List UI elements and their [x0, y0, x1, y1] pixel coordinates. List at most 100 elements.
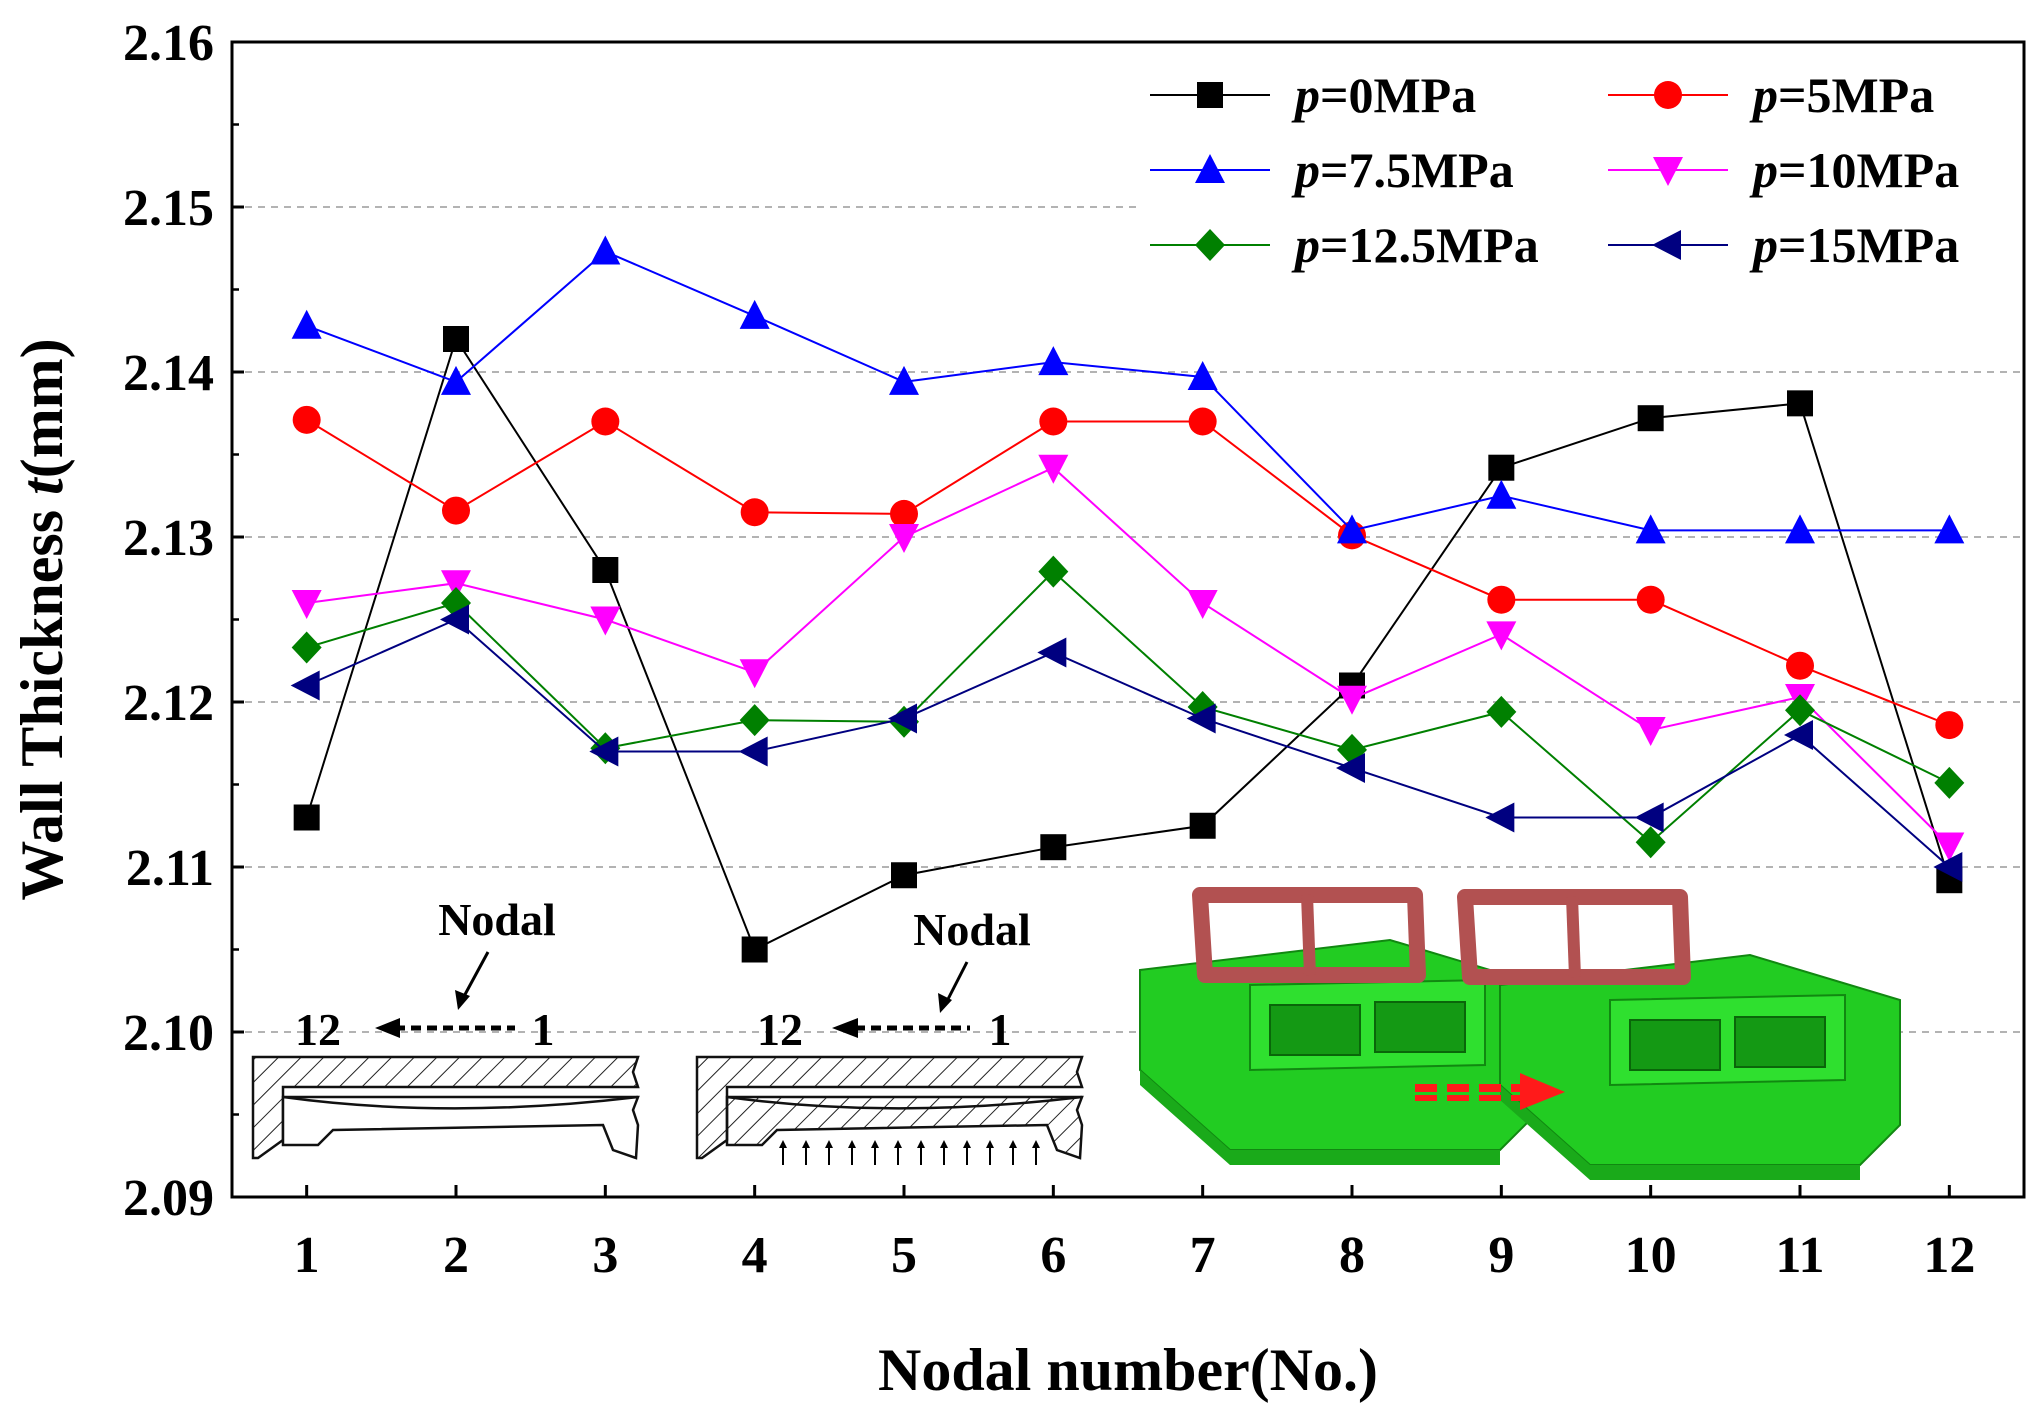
- series-5-point-8: [1336, 753, 1365, 783]
- pressure-arrowhead-7: [940, 1140, 948, 1148]
- frame-outer: [1192, 887, 1426, 983]
- legend-item-0: p=0MPa: [1150, 67, 1476, 123]
- series-1-line: [306, 418, 1950, 727]
- series-2-point-12: [1934, 514, 1965, 544]
- series-2: [291, 235, 1965, 544]
- block-cavity-right: [1374, 1001, 1466, 1053]
- inset-right-label-12: 12: [757, 1004, 803, 1055]
- y-tick-label-6: 2.15: [123, 180, 214, 237]
- frame-divider: [1566, 896, 1581, 978]
- legend-label-rest-5: =15MPa: [1778, 217, 1959, 273]
- series-3-point-12: [1934, 832, 1965, 862]
- series-4-point-9: [1486, 695, 1517, 728]
- legend-label-2: p=7.5MPa: [1291, 142, 1514, 198]
- pressure-arrowhead-0: [779, 1140, 787, 1148]
- inset-left-pointer: [460, 951, 490, 1001]
- series-4-point-10: [1635, 826, 1666, 859]
- series-3-point-2: [441, 570, 471, 600]
- block-cavity-left: [1629, 1019, 1721, 1071]
- series-5: [290, 604, 1963, 882]
- pressure-arrowhead-2: [825, 1140, 833, 1148]
- series-0: [293, 326, 1963, 963]
- legend-swatch-marker-4: [1195, 229, 1225, 261]
- section-bottom-plate: [725, 1095, 1084, 1160]
- series-layer: [290, 235, 1965, 963]
- legend-label-5: p=15MPa: [1749, 217, 1959, 273]
- legend-label-4: p=12.5MPa: [1291, 217, 1539, 273]
- legend-item-3: p=10MPa: [1608, 142, 1959, 198]
- motion-arrowhead: [1520, 1073, 1565, 1110]
- series-5-point-11: [1784, 720, 1813, 750]
- series-3-line: [306, 466, 1951, 847]
- inset-right-pointer: [943, 961, 969, 1006]
- series-1-point-3: [591, 407, 620, 436]
- legend-swatch-marker-0: [1197, 82, 1223, 108]
- y-axis-title: Wall Thickness t(mm): [9, 338, 75, 900]
- series-3-point-3: [590, 606, 621, 636]
- y-axis-title-suffix: (mm): [9, 338, 75, 478]
- legend-label-1: p=5MPa: [1749, 67, 1934, 123]
- series-5-point-3: [589, 736, 619, 767]
- inset-cross-section-right: Nodal 12 1: [695, 904, 1084, 1165]
- series-1-point-2: [442, 496, 470, 525]
- axes: [230, 40, 2026, 1199]
- x-axis-title: Nodal number(No.): [878, 1337, 1378, 1403]
- x-tick-label-1: 2: [443, 1227, 469, 1284]
- inset-right-label-1: 1: [989, 1004, 1012, 1055]
- block-left: [1139, 938, 1541, 1165]
- series-0-point-4: [741, 936, 768, 963]
- legend-label-0: p=0MPa: [1291, 67, 1476, 123]
- pressure-arrowhead-4: [871, 1140, 879, 1148]
- legend-label-var-4: p: [1291, 217, 1320, 273]
- legend-label-3: p=10MPa: [1749, 142, 1959, 198]
- series-4-point-6: [1038, 555, 1069, 588]
- series-1-point-6: [1039, 407, 1068, 436]
- series-5-point-2: [440, 604, 469, 635]
- series-1-point-9: [1487, 585, 1516, 614]
- series-3-point-8: [1337, 685, 1367, 715]
- x-tick-label-7: 8: [1339, 1227, 1365, 1284]
- series-0-line: [305, 336, 1951, 951]
- frame-right: [1457, 889, 1691, 985]
- series-3-point-9: [1486, 621, 1517, 651]
- legend-swatch-marker-2: [1195, 154, 1225, 183]
- legend-swatch-marker-3: [1653, 157, 1683, 186]
- block-cavity-left: [1269, 1004, 1361, 1056]
- section-top-plate: [695, 1055, 1084, 1160]
- series-2-point-6: [1038, 346, 1069, 376]
- legend-swatch-marker-1: [1654, 81, 1682, 109]
- pressure-arrowhead-9: [986, 1140, 994, 1148]
- series-5-line: [306, 618, 1950, 868]
- series-0-point-5: [891, 862, 917, 889]
- legend-item-1: p=5MPa: [1608, 67, 1934, 123]
- series-3-point-4: [739, 659, 770, 689]
- legend-label-var-3: p: [1749, 142, 1778, 198]
- x-tick-label-4: 5: [891, 1227, 917, 1284]
- inset-left-label-12: 12: [295, 1004, 341, 1055]
- inset-right-direction-arrow: [832, 1018, 858, 1038]
- pressure-arrowhead-8: [963, 1140, 971, 1148]
- section-wall-curve: [282, 1095, 639, 1110]
- legend-item-4: p=12.5MPa: [1150, 217, 1539, 273]
- inset-right-pointer-head: [938, 993, 952, 1013]
- series-3-point-7: [1187, 590, 1218, 619]
- tick-labels: 2.092.102.112.122.132.142.152.161 2 3 4 5 6 7 8…: [123, 15, 1975, 1284]
- block-bottom-edge: [1500, 1085, 1860, 1180]
- y-tick-label-3: 2.12: [123, 675, 214, 732]
- series-3: [291, 454, 1965, 862]
- series-5-point-7: [1186, 703, 1216, 734]
- x-tick-label-8: 9: [1488, 1227, 1514, 1284]
- series-2-point-8: [1337, 514, 1367, 544]
- section-bottom-plate: [281, 1095, 640, 1160]
- series-5-point-4: [738, 736, 768, 767]
- series-5-point-5: [888, 703, 917, 734]
- series-2-point-11: [1785, 514, 1815, 544]
- block-bottom-edge: [1140, 1070, 1500, 1165]
- series-2-point-10: [1635, 514, 1666, 544]
- inset-left-nodal-label: Nodal: [438, 894, 556, 945]
- inset-3d-model: [1139, 887, 1901, 1180]
- legend-label-var-5: p: [1749, 217, 1778, 273]
- series-0-point-1: [293, 804, 320, 831]
- section-wall-curve: [726, 1095, 1083, 1110]
